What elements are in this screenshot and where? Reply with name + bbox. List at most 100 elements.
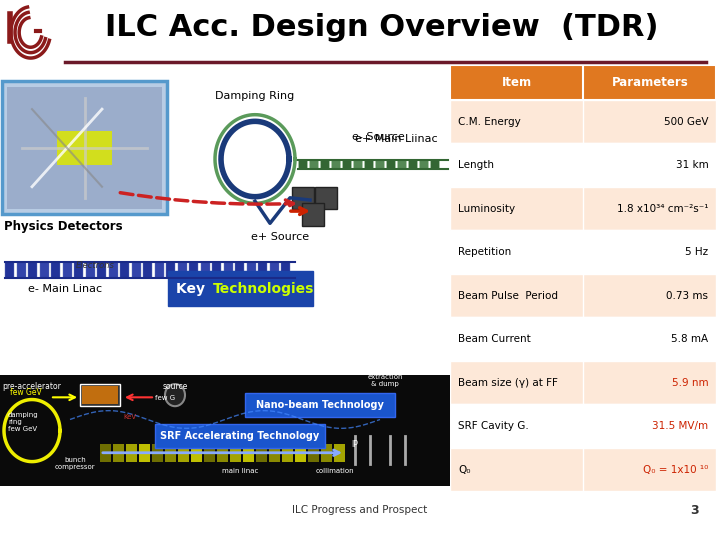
Bar (191, 444, 202, 462)
Bar (74, 262, 83, 278)
Bar (120, 262, 129, 278)
Text: SRF Accelerating Technology: SRF Accelerating Technology (161, 431, 320, 441)
Bar (353, 160, 362, 169)
Bar (375, 160, 384, 169)
Bar (364, 160, 373, 169)
Text: Item: Item (502, 76, 531, 89)
Bar (269, 262, 279, 278)
Text: Q₀: Q₀ (458, 464, 470, 475)
Bar (63, 262, 71, 278)
Text: 1.8 x10³⁴ cm⁻²s⁻¹: 1.8 x10³⁴ cm⁻²s⁻¹ (617, 204, 708, 213)
Bar (152, 444, 163, 462)
Bar (178, 262, 186, 278)
Bar (51, 262, 60, 278)
Text: 5 Hz: 5 Hz (685, 247, 708, 257)
Text: source: source (162, 382, 188, 391)
Bar (132, 262, 140, 278)
Bar (212, 262, 221, 278)
Bar (292, 187, 314, 209)
Text: e+ Main Liinac: e+ Main Liinac (356, 134, 438, 144)
Bar (168, 271, 313, 306)
Bar (282, 444, 293, 462)
Text: Parameters: Parameters (611, 76, 688, 89)
Bar (450, 274, 716, 318)
Bar (450, 448, 716, 491)
Bar (269, 444, 280, 462)
Bar (200, 262, 210, 278)
Bar (235, 262, 244, 278)
Text: 500 GeV: 500 GeV (664, 117, 708, 126)
Text: ILC Acc. Design Overview  (TDR): ILC Acc. Design Overview (TDR) (105, 13, 658, 42)
Bar (40, 262, 48, 278)
Text: Nano-beam Technology: Nano-beam Technology (256, 400, 384, 410)
Bar (315, 187, 337, 209)
Text: KeV: KeV (123, 415, 137, 421)
Bar (143, 262, 152, 278)
Text: Beam size (γ) at FF: Beam size (γ) at FF (458, 377, 558, 388)
Text: main linac: main linac (222, 468, 258, 474)
Text: Key: Key (176, 282, 210, 296)
Text: SRF Cavity G.: SRF Cavity G. (458, 421, 528, 431)
Text: Physics Detectors: Physics Detectors (4, 220, 122, 233)
Text: Beam Pulse  Period: Beam Pulse Period (458, 291, 558, 301)
Bar (57, 131, 112, 165)
Bar (80, 384, 120, 406)
Text: Technologies: Technologies (213, 282, 315, 296)
Bar (450, 361, 716, 404)
Text: 5.9 nm: 5.9 nm (672, 377, 708, 388)
Bar (321, 444, 332, 462)
Bar (386, 160, 395, 169)
Bar (245, 393, 395, 417)
Text: Repetition: Repetition (458, 247, 511, 257)
Bar (450, 187, 716, 231)
Bar (419, 160, 428, 169)
Bar (165, 444, 176, 462)
Text: Q₀ = 1x10 ¹⁰: Q₀ = 1x10 ¹⁰ (643, 464, 708, 475)
Bar (258, 262, 267, 278)
Bar (397, 160, 406, 169)
Bar (178, 444, 189, 462)
Bar (86, 262, 94, 278)
Bar (450, 143, 716, 187)
Text: e+ Source: e+ Source (251, 232, 309, 242)
Bar (243, 444, 254, 462)
Bar (334, 444, 345, 462)
Bar (139, 444, 150, 462)
Text: Damping Ring: Damping Ring (215, 91, 294, 101)
Text: 31 km: 31 km (675, 160, 708, 170)
Text: IP: IP (351, 440, 359, 449)
Text: e- Main Linac: e- Main Linac (28, 284, 102, 294)
Bar (82, 386, 118, 404)
Bar (430, 160, 439, 169)
Bar (320, 160, 329, 169)
Text: C.M. Energy: C.M. Energy (458, 117, 521, 126)
Bar (166, 262, 175, 278)
Text: ILC Progress and Prospect: ILC Progress and Prospect (292, 505, 428, 515)
Bar (109, 262, 117, 278)
Text: 5.8 mA: 5.8 mA (671, 334, 708, 344)
Bar (57, 131, 112, 165)
Text: Length: Length (458, 160, 494, 170)
Bar (308, 444, 319, 462)
Bar (100, 444, 111, 462)
Text: damping
ring
few GeV: damping ring few GeV (8, 411, 39, 431)
Bar (302, 204, 324, 226)
Bar (408, 160, 417, 169)
Bar (189, 262, 198, 278)
Text: few G: few G (155, 395, 175, 401)
Bar (309, 160, 318, 169)
Bar (0, 375, 450, 486)
Text: pre-accelerator: pre-accelerator (3, 382, 61, 391)
Bar (450, 318, 716, 361)
Text: 0.73 ms: 0.73 ms (667, 291, 708, 301)
Bar (5, 262, 14, 278)
Text: collimation: collimation (315, 468, 354, 474)
Bar (7, 87, 162, 209)
Text: e- Source: e- Source (351, 132, 405, 142)
Bar (246, 262, 256, 278)
Bar (342, 160, 351, 169)
Text: Beam Current: Beam Current (458, 334, 531, 344)
Text: 3: 3 (690, 504, 698, 517)
Bar (0, 65, 450, 386)
Bar (17, 262, 25, 278)
